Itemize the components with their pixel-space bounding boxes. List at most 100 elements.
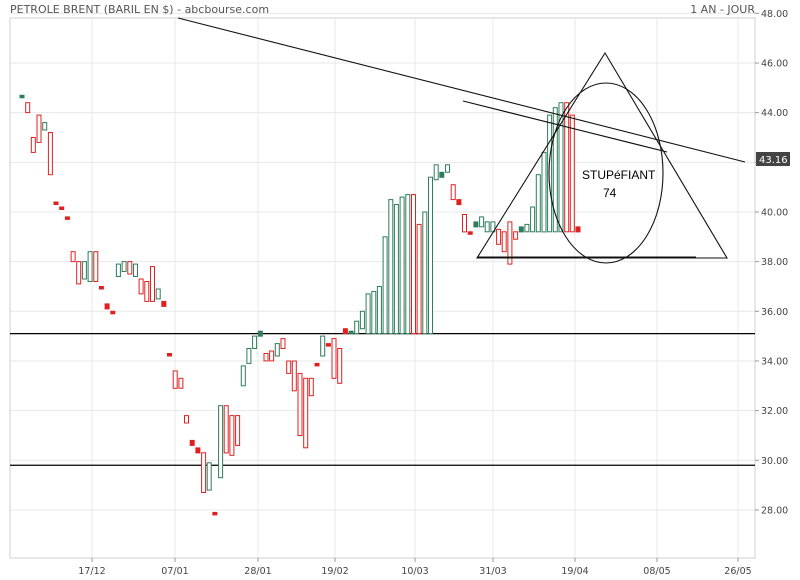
last-price-badge: 43.16	[756, 152, 790, 166]
y-tick-label: 32.00	[761, 406, 788, 417]
candle	[19, 94, 25, 99]
x-tick-label: 17/12	[78, 566, 105, 577]
candle	[445, 164, 450, 173]
candle	[325, 343, 331, 347]
candle	[212, 511, 218, 516]
y-tick-label: 28.00	[761, 505, 788, 516]
candle	[218, 405, 224, 479]
candle	[189, 439, 195, 446]
candle	[422, 211, 428, 335]
triangle-drawing	[476, 51, 728, 259]
candle	[484, 221, 490, 233]
candle	[541, 151, 547, 233]
candle	[513, 231, 519, 240]
candle	[354, 320, 360, 335]
candle	[303, 377, 309, 449]
period-label: 1 AN - JOUR	[690, 3, 755, 16]
candle	[371, 290, 377, 335]
candle	[331, 338, 337, 379]
candle	[104, 303, 110, 310]
x-tick-label: 28/01	[244, 566, 271, 577]
candle	[223, 405, 229, 454]
candle	[81, 261, 87, 280]
last-price-label: 43.16	[759, 155, 788, 166]
annotation-number: 74	[603, 186, 617, 200]
y-tick-label: 48.00	[761, 9, 788, 20]
plot-frame	[9, 17, 756, 559]
candle	[376, 286, 382, 335]
candle	[535, 174, 541, 233]
candle	[320, 335, 326, 357]
candle	[269, 350, 275, 362]
candle	[439, 171, 445, 178]
candle	[308, 377, 314, 397]
candle	[405, 194, 411, 335]
candle	[172, 370, 178, 389]
candle	[229, 415, 235, 456]
candle	[76, 261, 82, 285]
candle	[70, 251, 76, 263]
candle	[467, 231, 473, 235]
chart-title: PETROLE BRENT (BARIL EN $) - abcbourse.c…	[10, 3, 269, 16]
x-tick-label: 10/03	[401, 566, 428, 577]
candle	[297, 372, 303, 436]
candle	[552, 107, 558, 233]
candle	[195, 447, 201, 454]
x-tick-label: 07/01	[161, 566, 188, 577]
candle	[280, 338, 286, 350]
y-tick-label: 34.00	[761, 356, 788, 367]
candle	[507, 221, 513, 265]
trendline-long	[177, 17, 746, 163]
candle	[388, 199, 394, 335]
candle	[274, 343, 280, 357]
candle	[235, 415, 241, 446]
candle	[161, 300, 167, 307]
candle	[263, 353, 269, 362]
candle	[564, 102, 570, 233]
ellipse-drawing	[548, 82, 664, 264]
candle	[291, 360, 297, 392]
candle	[240, 365, 246, 387]
candle	[479, 216, 485, 228]
candle	[115, 263, 121, 278]
y-tick-label: 36.00	[761, 307, 788, 318]
candle	[144, 281, 150, 302]
candle	[547, 114, 553, 233]
candle	[286, 360, 292, 374]
x-tick-label: 08/05	[643, 566, 670, 577]
candle	[501, 231, 507, 253]
candle	[93, 251, 99, 282]
candle	[399, 196, 405, 335]
candle	[462, 214, 467, 233]
y-tick-label: 40.00	[761, 207, 788, 218]
y-tick-label: 30.00	[761, 456, 788, 467]
candle	[569, 114, 575, 233]
candle	[348, 330, 354, 335]
candle	[257, 330, 263, 337]
grid	[10, 12, 755, 558]
x-tick-label: 26/05	[724, 566, 751, 577]
candle	[314, 362, 320, 367]
x-axis: 17/12 07/01 28/01 19/02 10/03 31/03 19/04 08/05…	[78, 558, 752, 577]
trendline-short	[462, 100, 668, 153]
candle	[53, 201, 59, 205]
candle	[167, 353, 172, 357]
candle	[575, 226, 581, 233]
candle	[201, 452, 207, 493]
candle	[87, 251, 93, 282]
candle	[518, 226, 524, 233]
candle	[393, 204, 399, 335]
candle	[337, 348, 343, 384]
x-tick-label: 31/03	[479, 566, 506, 577]
candle	[428, 176, 433, 335]
candle	[184, 415, 189, 424]
candle	[138, 278, 144, 295]
candle	[133, 263, 138, 278]
candle	[456, 199, 462, 206]
candle	[246, 348, 252, 364]
candle	[450, 184, 456, 201]
x-tick-label: 19/04	[561, 566, 588, 577]
candle	[530, 206, 536, 233]
candle	[359, 310, 365, 330]
